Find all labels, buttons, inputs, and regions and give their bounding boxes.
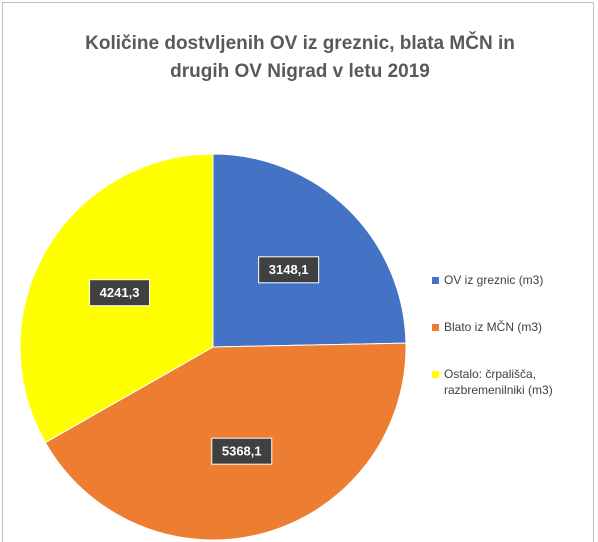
legend-label: Ostalo: črpališča, razbremenilniki (m3) xyxy=(444,367,553,397)
data-label-text: 4241,3 xyxy=(100,285,140,300)
legend-swatch xyxy=(432,277,439,284)
legend-item: Ostalo: črpališča, razbremenilniki (m3) xyxy=(432,366,597,398)
data-label-text: 3148,1 xyxy=(269,262,309,277)
data-label-box xyxy=(89,279,151,307)
data-label: 4241,3 xyxy=(89,279,151,307)
pie-slice xyxy=(212,153,407,348)
legend: OV iz greznic (m3) Blato iz MČN (m3) Ostal… xyxy=(432,272,597,429)
legend-item: Blato iz MČN (m3) xyxy=(432,319,597,335)
legend-swatch xyxy=(432,324,439,331)
data-label-text: 5368,1 xyxy=(222,444,262,459)
data-label: 5368,1 xyxy=(211,437,273,465)
legend-item: OV iz greznic (m3) xyxy=(432,272,597,288)
data-label: 3148,1 xyxy=(258,256,320,284)
legend-label: OV iz greznic (m3) xyxy=(444,273,544,287)
chart-title: Količine dostvljenih OV iz greznic, blat… xyxy=(85,33,515,82)
legend-swatch xyxy=(432,371,439,378)
legend-label: Blato iz MČN (m3) xyxy=(444,320,543,334)
data-label-box xyxy=(258,256,320,284)
data-label-box xyxy=(211,437,273,465)
